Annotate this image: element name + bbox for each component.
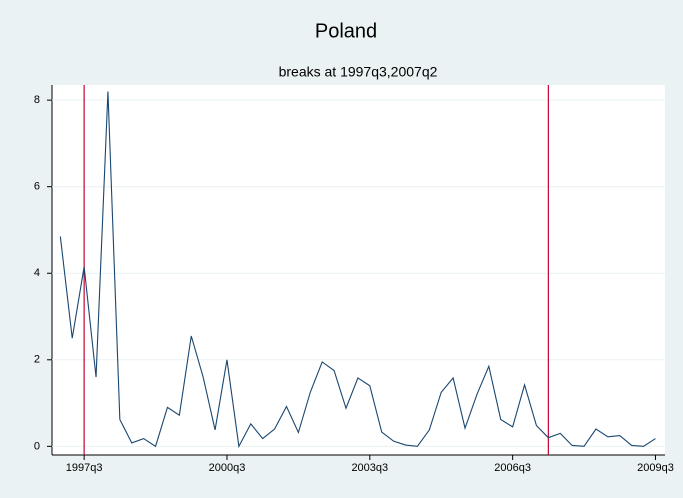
series-line — [59, 91, 656, 449]
y-tick-label: 8 — [34, 94, 40, 106]
x-tick-label: 2006q3 — [494, 462, 531, 474]
x-tick-label: 2003q3 — [351, 462, 388, 474]
y-tick-label: 2 — [34, 354, 40, 366]
x-tick-label: 1997q3 — [66, 462, 103, 474]
chart-subtitle: breaks at 1997q3,2007q2 — [279, 64, 438, 80]
y-tick-label: 0 — [34, 440, 40, 452]
x-tick-label: 2000q3 — [209, 462, 246, 474]
chart-title: Poland — [315, 20, 377, 42]
y-tick-label: 6 — [34, 181, 40, 193]
x-tick-label: 2009q3 — [637, 462, 674, 474]
plot-area — [52, 85, 665, 455]
y-tick-label: 4 — [34, 267, 40, 279]
